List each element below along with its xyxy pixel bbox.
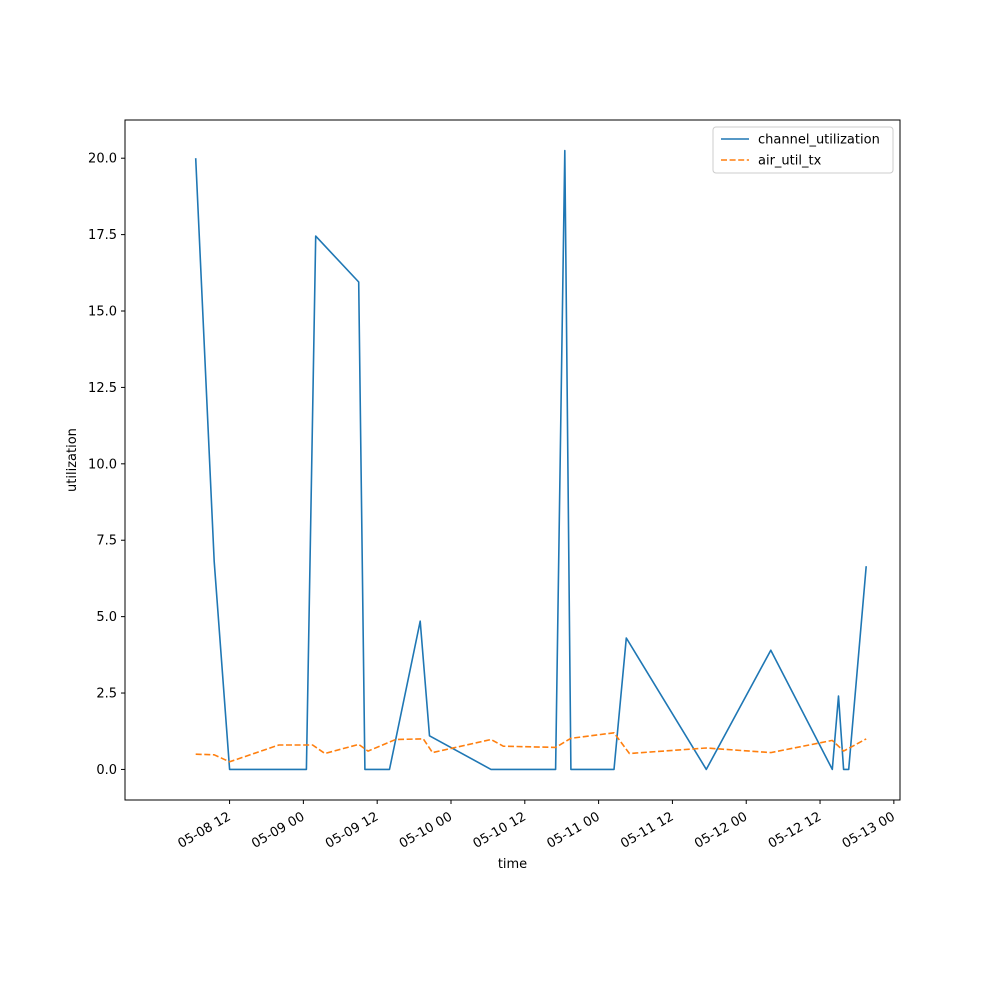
y-axis: 0.0 2.5 5.0 7.5 10.0 12.5 15.0 17.5 20.0 [88,152,125,778]
y-tick-label: 0.0 [96,763,117,778]
plot-frame [124,119,901,801]
series-line-channel-utilization [194,149,867,771]
y-tick-label: 20.0 [88,152,117,167]
y-tick-label: 5.0 [96,610,117,625]
plot-area [125,120,900,800]
x-axis-label: time [498,857,527,872]
y-tick-label: 10.0 [88,457,117,472]
series-layer [194,149,867,771]
legend-box [712,126,894,174]
y-tick-label: 2.5 [96,687,117,702]
y-tick-label: 17.5 [88,228,117,243]
y-axis-label: utilization [65,428,80,492]
legend-label: air_util_tx [758,154,822,169]
series-line-air-util-tx [195,732,867,763]
legend: channel_utilization air_util_tx [712,126,894,174]
y-tick-label: 15.0 [88,305,117,320]
legend-label: channel_utilization [758,133,880,148]
y-tick-label: 12.5 [88,381,117,396]
y-tick-label: 7.5 [96,534,117,549]
